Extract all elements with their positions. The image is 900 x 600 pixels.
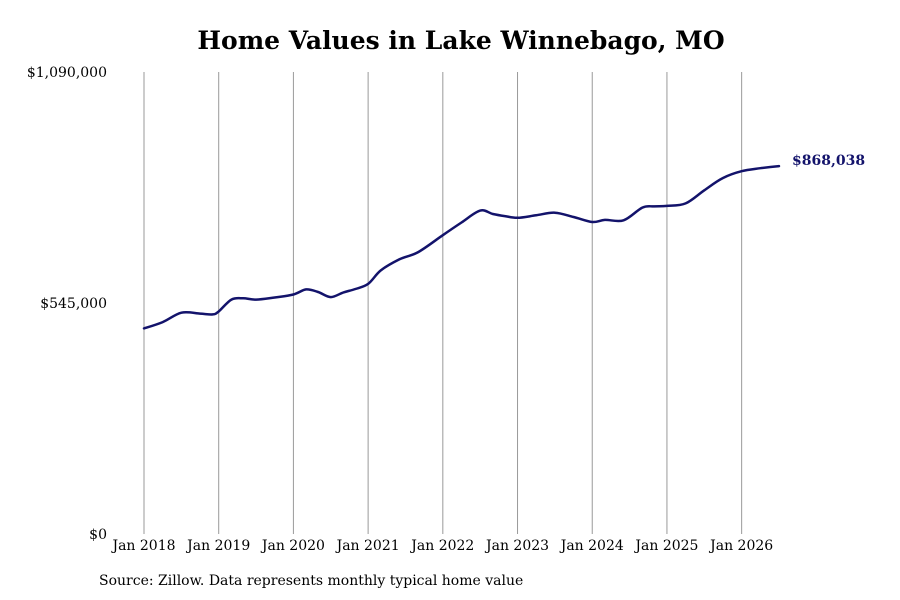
series-end-value-label: $868,038 <box>792 153 865 169</box>
x-tick-label: Jan 2024 <box>559 538 624 554</box>
y-tick-label: $0 <box>89 527 107 543</box>
series-layer: $868,038 <box>142 153 865 330</box>
y-axis-ticks: $0 $545,000 $1,090,000 <box>27 65 107 543</box>
x-tick-label: Jan 2022 <box>409 538 474 554</box>
x-tick-label: Jan 2020 <box>260 538 325 554</box>
y-tick-label: $545,000 <box>40 296 107 312</box>
series-line <box>142 164 781 330</box>
source-note: Source: Zillow. Data represents monthly … <box>99 573 524 589</box>
x-axis-ticks: Jan 2018 Jan 2019 Jan 2020 Jan 2021 Jan 2022… <box>110 538 773 554</box>
y-tick-label: $1,090,000 <box>27 65 107 81</box>
x-tick-label: Jan 2023 <box>484 538 549 554</box>
x-tick-label: Jan 2026 <box>708 538 773 554</box>
x-tick-label: Jan 2021 <box>335 538 400 554</box>
x-tick-label: Jan 2018 <box>110 538 175 554</box>
x-tick-label: Jan 2019 <box>185 538 250 554</box>
chart-title: Home Values in Lake Winnebago, MO <box>197 26 725 55</box>
gridlines <box>143 72 743 534</box>
x-tick-label: Jan 2025 <box>633 538 698 554</box>
